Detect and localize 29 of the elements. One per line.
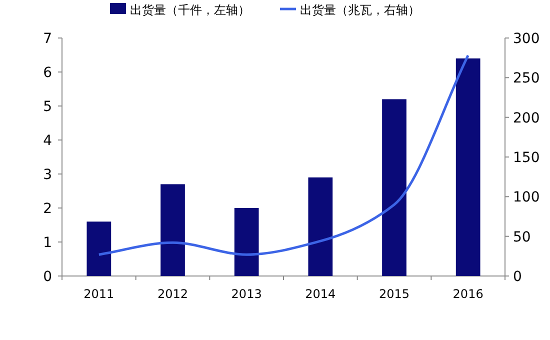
y-tick-label: 5 <box>43 99 52 115</box>
bar <box>308 177 333 276</box>
x-tick-label: 2014 <box>305 287 336 301</box>
x-tick-label: 2016 <box>452 287 484 301</box>
bar <box>234 208 259 276</box>
legend-label: 出货量（兆瓦，右轴） <box>300 3 420 17</box>
legend-label: 出货量（千件，左轴） <box>130 3 250 17</box>
x-tick-label: 2015 <box>378 287 410 301</box>
y2-tick-label: 0 <box>513 269 522 285</box>
y-tick-label: 7 <box>43 31 52 47</box>
y2-tick-label: 250 <box>513 70 540 87</box>
y-tick-label: 4 <box>43 133 52 149</box>
y-tick-label: 0 <box>43 269 52 285</box>
y2-tick-label: 50 <box>513 229 531 246</box>
y-tick-label: 1 <box>43 235 52 251</box>
bar <box>382 99 406 276</box>
y2-tick-label: 200 <box>513 110 540 126</box>
bar <box>86 222 112 276</box>
y-tick-label: 6 <box>43 65 52 81</box>
y2-tick-label: 100 <box>513 190 540 206</box>
x-tick-label: 2013 <box>231 287 262 301</box>
y-tick-label: 3 <box>43 167 52 183</box>
y-tick-label: 2 <box>43 201 52 217</box>
y2-tick-label: 300 <box>513 31 540 47</box>
x-tick-label: 2012 <box>157 287 188 301</box>
bar <box>456 58 480 276</box>
y2-tick-label: 150 <box>513 150 540 166</box>
x-tick-label: 2011 <box>84 287 114 301</box>
bar <box>160 184 185 276</box>
